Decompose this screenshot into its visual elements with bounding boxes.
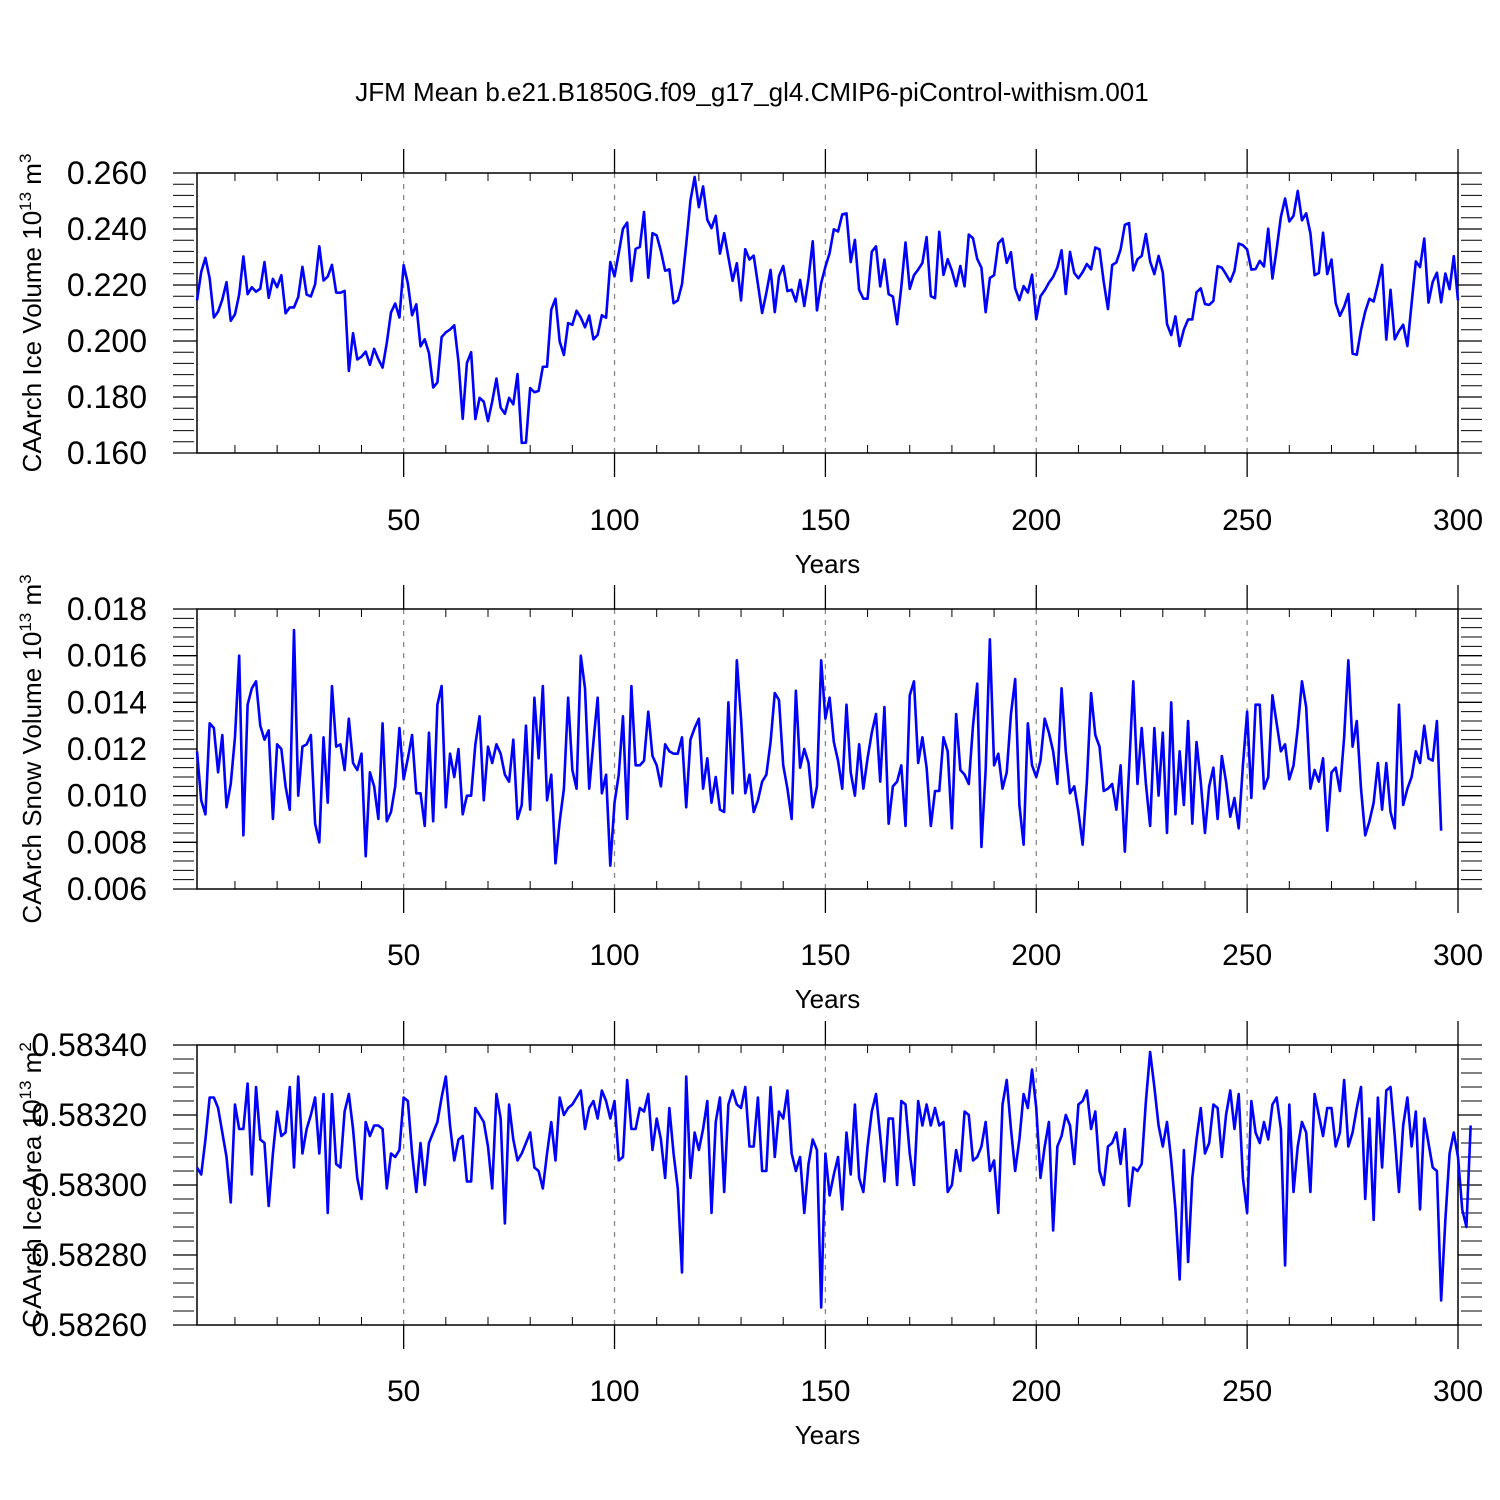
y-tick-label: 0.58300 bbox=[31, 1167, 147, 1203]
figure-title: JFM Mean b.e21.B1850G.f09_g17_gl4.CMIP6-… bbox=[355, 77, 1148, 107]
x-tick-label: 250 bbox=[1222, 939, 1272, 972]
x-tick-label: 300 bbox=[1433, 1375, 1483, 1408]
x-tick-label: 100 bbox=[589, 1375, 639, 1408]
y-axis-label-text: m bbox=[17, 584, 47, 613]
x-tick-label: 200 bbox=[1011, 504, 1061, 537]
x-tick-label: 250 bbox=[1222, 504, 1272, 537]
y-axis-label-superscript: 2 bbox=[16, 1042, 35, 1051]
series-line bbox=[195, 628, 1443, 867]
y-axis-label: CAArch Ice Area 1013 m2 bbox=[16, 1042, 47, 1328]
y-axis-label-text: CAArch Ice Area 10 bbox=[17, 1099, 47, 1327]
y-axis-label-superscript: 13 bbox=[16, 192, 35, 211]
y-tick-label: 0.014 bbox=[67, 684, 147, 720]
x-tick-label: 150 bbox=[800, 939, 850, 972]
x-tick-label: 300 bbox=[1433, 939, 1483, 972]
x-tick-label: 200 bbox=[1011, 1375, 1061, 1408]
series-line bbox=[195, 1050, 1472, 1309]
y-tick-label: 0.016 bbox=[67, 638, 147, 674]
y-tick-label: 0.58260 bbox=[31, 1307, 147, 1343]
series-line bbox=[195, 175, 1460, 445]
y-axis-label-superscript: 3 bbox=[16, 154, 35, 163]
panel-3: 50 100 150 200 250 300 0.58260 0.58280 0.58300 0.… bbox=[16, 1021, 1483, 1450]
y-tick-label: 0.200 bbox=[67, 323, 147, 359]
y-tick-label: 0.008 bbox=[67, 824, 147, 860]
y-tick-label: 0.010 bbox=[67, 778, 147, 814]
y-tick-label: 0.220 bbox=[67, 267, 147, 303]
x-tick-label: 150 bbox=[800, 1375, 850, 1408]
x-tick-label: 300 bbox=[1433, 504, 1483, 537]
y-tick-label: 0.012 bbox=[67, 731, 147, 767]
x-tick-label: 100 bbox=[589, 939, 639, 972]
x-tick-label: 50 bbox=[387, 1375, 420, 1408]
panel-2: 50 100 150 200 250 300 0.006 0.008 0.010 0.012 0.0… bbox=[16, 574, 1483, 1014]
plot-frame bbox=[196, 172, 1459, 454]
y-tick-label: 0.160 bbox=[67, 435, 147, 471]
y-axis-label-superscript: 13 bbox=[16, 613, 35, 632]
x-axis-label: Years bbox=[795, 984, 861, 1014]
y-axis-label-text: m bbox=[17, 163, 47, 192]
y-axis-label-text: CAArch Ice Volume 10 bbox=[17, 211, 47, 473]
y-axis-label-text: CAArch Snow Volume 10 bbox=[17, 632, 47, 924]
x-tick-label: 100 bbox=[589, 504, 639, 537]
x-tick-label: 250 bbox=[1222, 1375, 1272, 1408]
y-axis-label: CAArch Ice Volume 1013 m3 bbox=[16, 154, 47, 473]
x-tick-label: 50 bbox=[387, 504, 420, 537]
x-tick-label: 50 bbox=[387, 939, 420, 972]
plot-frame bbox=[196, 1044, 1459, 1326]
panel-1: 50 100 150 200 250 300 0.160 0.180 0.200 0.220 0.2… bbox=[16, 149, 1483, 579]
y-tick-label: 0.58340 bbox=[31, 1027, 147, 1063]
y-tick-label: 0.180 bbox=[67, 379, 147, 415]
x-tick-label: 150 bbox=[800, 504, 850, 537]
x-axis-label: Years bbox=[795, 1420, 861, 1450]
x-axis-label: Years bbox=[795, 549, 861, 579]
y-tick-label: 0.240 bbox=[67, 211, 147, 247]
y-axis-label-superscript: 3 bbox=[16, 574, 35, 583]
y-axis-label-superscript: 13 bbox=[16, 1081, 35, 1100]
y-axis-label-text: m bbox=[17, 1052, 47, 1081]
y-tick-label: 0.58280 bbox=[31, 1237, 147, 1273]
y-axis-label: CAArch Snow Volume 1013 m3 bbox=[16, 574, 47, 923]
x-tick-label: 200 bbox=[1011, 939, 1061, 972]
y-tick-label: 0.006 bbox=[67, 871, 147, 907]
y-tick-label: 0.58320 bbox=[31, 1097, 147, 1133]
y-tick-label: 0.018 bbox=[67, 591, 147, 627]
plot-frame bbox=[196, 608, 1459, 890]
y-tick-label: 0.260 bbox=[67, 155, 147, 191]
